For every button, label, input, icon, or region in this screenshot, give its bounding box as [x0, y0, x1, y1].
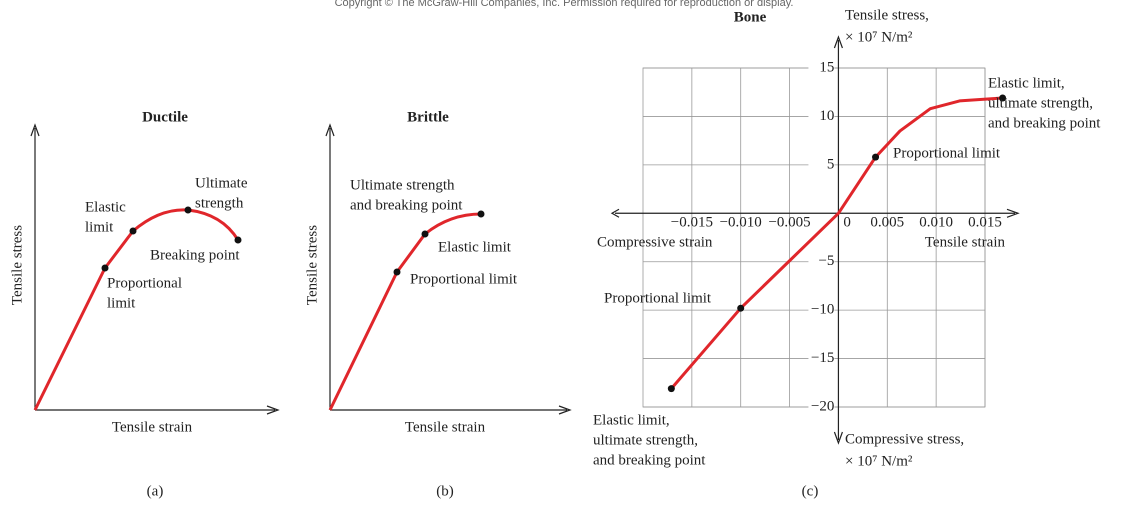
panel-title: Brittle [407, 109, 449, 125]
annotation: and breaking point [988, 115, 1101, 131]
annotation: limit [85, 219, 114, 235]
annotation: Ultimate strength [350, 177, 455, 193]
annotation: strength [195, 195, 244, 211]
point [393, 268, 401, 276]
y-tick-label: −20 [811, 398, 834, 414]
y-axis-label: Tensile stress [304, 225, 320, 305]
point [477, 210, 485, 218]
annotation: Proportional limit [893, 145, 1001, 161]
axes [325, 123, 572, 415]
annotation: ultimate strength, [988, 95, 1093, 111]
tick-label-bg [808, 156, 835, 173]
tick-label-bg [808, 302, 835, 319]
y-tick-label: −15 [811, 350, 834, 366]
x-tick-label: −0.010 [720, 215, 762, 231]
point [999, 94, 1007, 102]
y-axis-label: Tensile stress [9, 225, 25, 305]
axes [30, 123, 280, 415]
curve [33, 208, 240, 411]
y-tick-label: 10 [819, 108, 834, 124]
x-axis-label: Tensile strain [112, 419, 193, 435]
annotation: Proportional [107, 275, 182, 291]
tick-label-bg [808, 350, 835, 367]
annotation: Elastic [85, 199, 126, 215]
point [184, 206, 192, 214]
caption: (b) [436, 483, 454, 499]
point [737, 304, 745, 312]
axes [610, 35, 1020, 445]
y-tick-label: −5 [818, 253, 834, 269]
annotation: ultimate strength, [593, 432, 698, 448]
annotation: Ultimate [195, 175, 248, 191]
annotation: Proportional limit [410, 271, 518, 287]
x-axis-label: Compressive strain [597, 234, 713, 250]
point [872, 153, 880, 161]
x-axis-label: Tensile strain [405, 419, 486, 435]
annotation: Elastic limit, [988, 75, 1065, 91]
y-axis-label: × 10⁷ N/m² [845, 453, 913, 469]
x-tick-label: 0 [843, 215, 851, 231]
annotation: Elastic limit [438, 239, 512, 255]
y-axis-label: × 10⁷ N/m² [845, 29, 913, 45]
tick-label-bg [808, 60, 835, 76]
x-tick-label: −0.015 [671, 215, 713, 231]
point [234, 236, 242, 244]
annotation: and breaking point [350, 197, 463, 213]
x-axis-label: Tensile strain [925, 234, 1006, 250]
point [667, 385, 675, 393]
y-axis-label: Tensile stress, [845, 7, 929, 23]
tick-label-bg [808, 253, 835, 270]
copyright: Copyright © The McGraw-Hill Companies, I… [335, 0, 794, 9]
panel-a [30, 123, 280, 415]
x-tick-label: −0.005 [768, 215, 810, 231]
annotation: Proportional limit [604, 290, 712, 306]
y-tick-label: −10 [811, 302, 834, 318]
point [129, 227, 137, 235]
caption: (c) [802, 483, 819, 499]
point [101, 264, 109, 272]
annotation: limit [107, 295, 136, 311]
y-tick-label: 5 [827, 156, 835, 172]
chart-title: Bone [734, 9, 767, 25]
panel-title: Ductile [142, 109, 188, 125]
annotation: Breaking point [150, 247, 240, 263]
annotation: Elastic limit, [593, 412, 670, 428]
point [421, 230, 429, 238]
x-tick-label: 0.010 [919, 215, 953, 231]
panel-b [325, 123, 572, 415]
x-tick-label: 0.005 [870, 215, 904, 231]
y-axis-label: Compressive stress, [845, 431, 964, 447]
tick-label-bg [808, 399, 835, 415]
caption: (a) [147, 483, 164, 499]
y-tick-label: 15 [819, 59, 834, 75]
x-tick-label: 0.015 [968, 215, 1002, 231]
tick-label-bg [808, 108, 835, 125]
panel-c: −0.015 −0.010 −0.005 0 0.005 0.010 0.015 −20 −15… [610, 35, 1020, 445]
annotation: and breaking point [593, 452, 706, 468]
